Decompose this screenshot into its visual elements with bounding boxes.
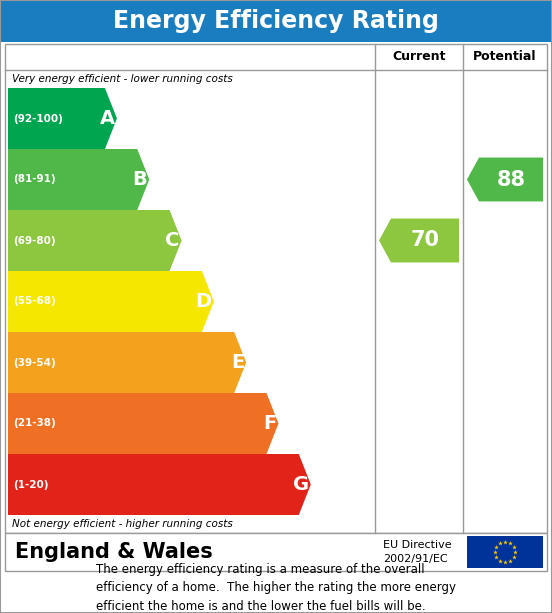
- Text: Current: Current: [392, 50, 446, 64]
- Polygon shape: [467, 158, 543, 202]
- Text: Energy Efficiency Rating: Energy Efficiency Rating: [113, 9, 439, 33]
- Bar: [467, 536, 543, 568]
- Text: A: A: [100, 109, 115, 128]
- Text: C: C: [165, 231, 179, 250]
- Text: England & Wales: England & Wales: [15, 542, 213, 562]
- Text: (1-20): (1-20): [13, 479, 49, 490]
- Text: Very energy efficient - lower running costs: Very energy efficient - lower running co…: [12, 74, 233, 84]
- Polygon shape: [8, 149, 149, 210]
- Polygon shape: [8, 393, 278, 454]
- Text: The energy efficiency rating is a measure of the overall
efficiency of a home.  : The energy efficiency rating is a measur…: [96, 563, 456, 612]
- Text: 88: 88: [496, 170, 526, 189]
- Text: D: D: [196, 292, 212, 311]
- Polygon shape: [8, 88, 117, 149]
- Bar: [5, 533, 547, 571]
- Text: F: F: [263, 414, 277, 433]
- Polygon shape: [8, 332, 246, 393]
- Text: EU Directive
2002/91/EC: EU Directive 2002/91/EC: [383, 541, 452, 563]
- Text: (21-38): (21-38): [13, 419, 56, 428]
- Text: E: E: [231, 353, 244, 372]
- Polygon shape: [8, 271, 214, 332]
- Polygon shape: [379, 219, 459, 262]
- Polygon shape: [8, 210, 182, 271]
- Text: (55-68): (55-68): [13, 297, 56, 306]
- Text: B: B: [132, 170, 147, 189]
- Text: 70: 70: [411, 230, 439, 251]
- Text: (39-54): (39-54): [13, 357, 56, 368]
- Polygon shape: [8, 454, 311, 515]
- Text: (81-91): (81-91): [13, 175, 56, 185]
- Text: (92-100): (92-100): [13, 113, 63, 123]
- Text: (69-80): (69-80): [13, 235, 56, 245]
- Bar: [5, 44, 547, 533]
- Text: Not energy efficient - higher running costs: Not energy efficient - higher running co…: [12, 519, 233, 529]
- Text: G: G: [293, 475, 309, 494]
- Bar: [0, 0, 552, 42]
- Text: Potential: Potential: [473, 50, 537, 64]
